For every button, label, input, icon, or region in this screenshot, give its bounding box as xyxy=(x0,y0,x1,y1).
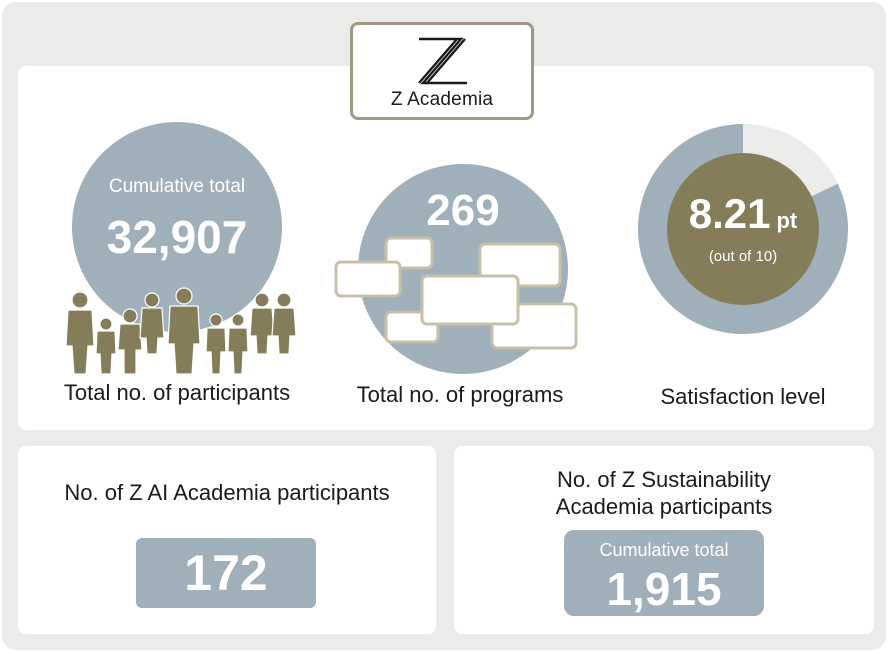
satisfaction-value: 8.21 xyxy=(688,190,771,237)
donut-center xyxy=(667,153,819,305)
z-logo-mark-icon xyxy=(418,37,467,85)
satisfaction-donut-chart xyxy=(637,124,848,334)
sustainability-caption: Cumulative total xyxy=(599,540,729,560)
programs-value: 269 xyxy=(426,186,500,235)
brand-name: Z Academia xyxy=(390,89,494,110)
z-academia-logo: Z Academia xyxy=(350,22,534,120)
participants-label: Total no. of participants xyxy=(63,380,291,405)
satisfaction-label: Satisfaction level xyxy=(660,384,826,409)
ai-academia-label: No. of Z AI Academia participants xyxy=(64,480,390,505)
satisfaction-value-group: 8.21 pt xyxy=(636,190,850,238)
participants-value: 32,907 xyxy=(106,211,248,263)
ai-academia-value: 172 xyxy=(184,545,268,601)
program-cards-icon xyxy=(334,236,578,350)
sustainability-value: 1,915 xyxy=(606,563,722,615)
sustainability-label-line2: Academia participants xyxy=(555,494,773,519)
people-group-icon xyxy=(65,287,297,375)
sustainability-value-box xyxy=(564,530,764,616)
programs-label: Total no. of programs xyxy=(356,382,564,407)
participants-caption: Cumulative total xyxy=(108,176,246,197)
sustainability-label-line1: No. of Z Sustainability xyxy=(557,467,771,492)
satisfaction-note: (out of 10) xyxy=(708,248,778,265)
ai-academia-value-box xyxy=(136,538,316,608)
satisfaction-unit: pt xyxy=(776,208,798,233)
